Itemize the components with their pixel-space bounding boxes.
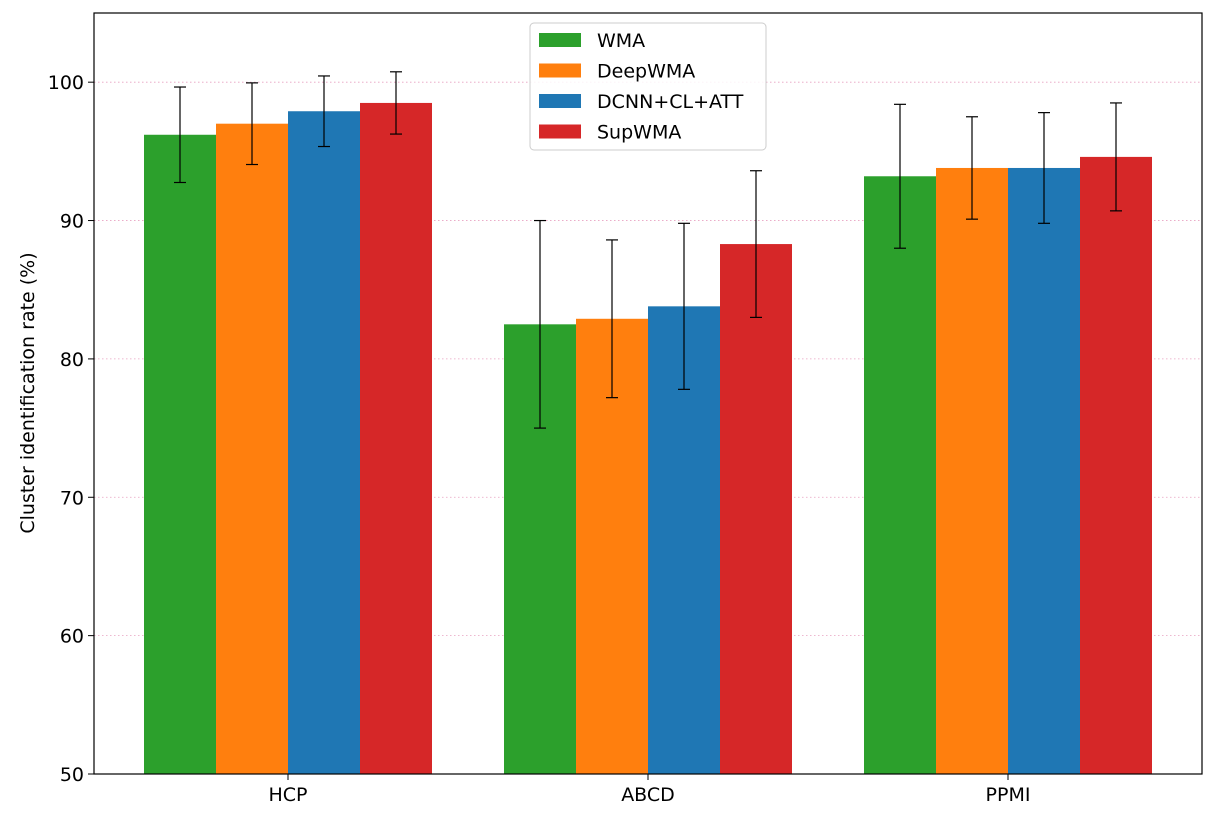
y-tick-label: 60 [60, 626, 84, 648]
x-axis-ticks: HCP ABCD PPMI [268, 774, 1030, 806]
y-tick-label: 80 [60, 349, 84, 371]
y-tick-label: 70 [60, 487, 84, 509]
bar-supwma-hcp [360, 102, 432, 775]
legend-swatch [539, 124, 581, 139]
legend: WMA DeepWMA DCNN+CL+ATT SupWMA [529, 22, 767, 151]
x-tick-label: HCP [268, 784, 307, 806]
legend-box [529, 22, 767, 151]
legend-swatch [539, 63, 581, 78]
bar-dcnn-cl-att-hcp [288, 111, 360, 775]
bar-supwma-ppmi [1080, 156, 1152, 774]
legend-label: DeepWMA [597, 61, 695, 83]
y-axis-label: Cluster identification rate (%) [17, 252, 39, 533]
bar-deepwma-hcp [216, 123, 288, 774]
bars [144, 102, 1152, 775]
x-tick-label: PPMI [986, 784, 1031, 806]
bar-supwma-abcd [720, 244, 792, 775]
bar-dcnn-cl-att-ppmi [1008, 167, 1080, 774]
x-tick-label: ABCD [621, 784, 675, 806]
legend-swatch [539, 33, 581, 47]
legend-label: SupWMA [597, 122, 681, 144]
y-tick-label: 50 [60, 764, 84, 786]
legend-swatch [539, 94, 581, 108]
y-tick-label: 100 [48, 72, 84, 94]
bar-wma-hcp [144, 134, 216, 774]
y-tick-label: 90 [60, 211, 84, 233]
bar-deepwma-ppmi [936, 167, 1008, 774]
y-axis-ticks: 50 60 70 80 90 100 [48, 72, 94, 786]
error-bars [174, 71, 1122, 429]
legend-label: DCNN+CL+ATT [597, 91, 744, 113]
bar-wma-ppmi [864, 176, 936, 774]
legend-label: WMA [597, 30, 645, 52]
